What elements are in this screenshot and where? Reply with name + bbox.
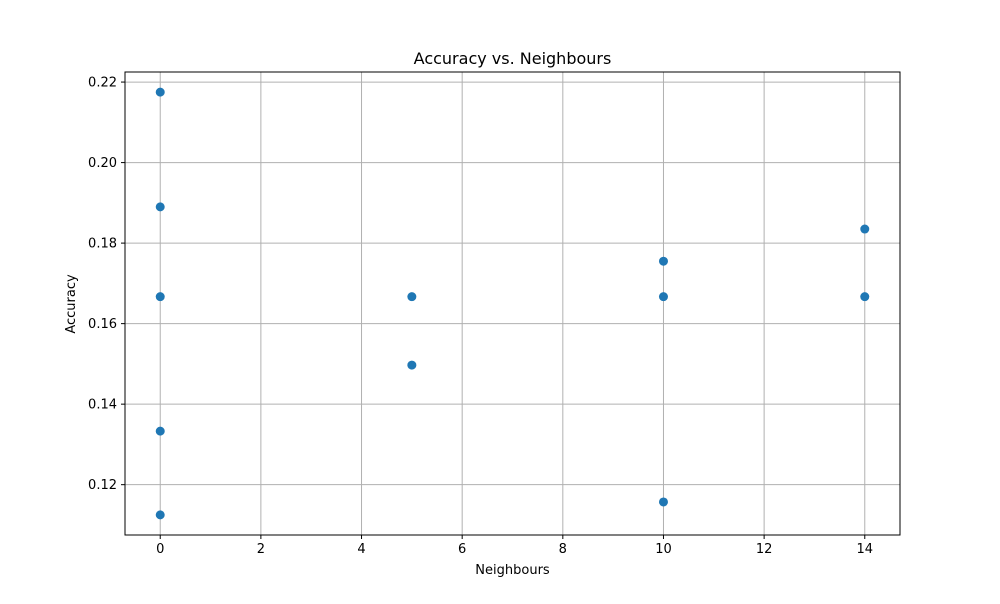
x-axis-ticks: 0 2 4 6 8 10 12 14 xyxy=(156,535,873,557)
data-point xyxy=(155,510,165,520)
data-points xyxy=(155,87,870,520)
data-point xyxy=(658,497,668,507)
x-axis-label: Neighbours xyxy=(475,563,550,578)
y-tick-label: 0.12 xyxy=(88,478,117,493)
data-point xyxy=(860,292,870,302)
y-axis-ticks: 0.12 0.14 0.16 0.18 0.20 0.22 xyxy=(88,76,125,493)
data-point xyxy=(155,202,165,212)
plot-area xyxy=(124,71,901,536)
data-point xyxy=(155,426,165,436)
y-tick-label: 0.20 xyxy=(88,156,117,171)
x-tick-label: 14 xyxy=(856,542,873,557)
chart-title: Accuracy vs. Neighbours xyxy=(414,49,612,68)
data-point xyxy=(658,256,668,266)
x-tick-label: 10 xyxy=(655,542,672,557)
y-tick-label: 0.22 xyxy=(88,76,117,91)
data-point xyxy=(860,224,870,234)
x-tick-label: 8 xyxy=(559,542,567,557)
x-tick-label: 12 xyxy=(756,542,773,557)
x-tick-label: 6 xyxy=(458,542,466,557)
y-axis-label: Accuracy xyxy=(64,274,79,334)
plot-frame xyxy=(124,71,901,536)
data-point xyxy=(658,292,668,302)
data-point xyxy=(407,360,417,370)
data-point xyxy=(155,292,165,302)
y-tick-label: 0.14 xyxy=(88,398,117,413)
x-tick-label: 4 xyxy=(357,542,365,557)
x-tick-label: 0 xyxy=(156,542,164,557)
y-tick-label: 0.16 xyxy=(88,317,117,332)
data-point xyxy=(155,87,165,97)
y-tick-label: 0.18 xyxy=(88,237,117,252)
x-tick-label: 2 xyxy=(257,542,265,557)
data-point xyxy=(407,292,417,302)
grid-lines xyxy=(125,72,900,535)
